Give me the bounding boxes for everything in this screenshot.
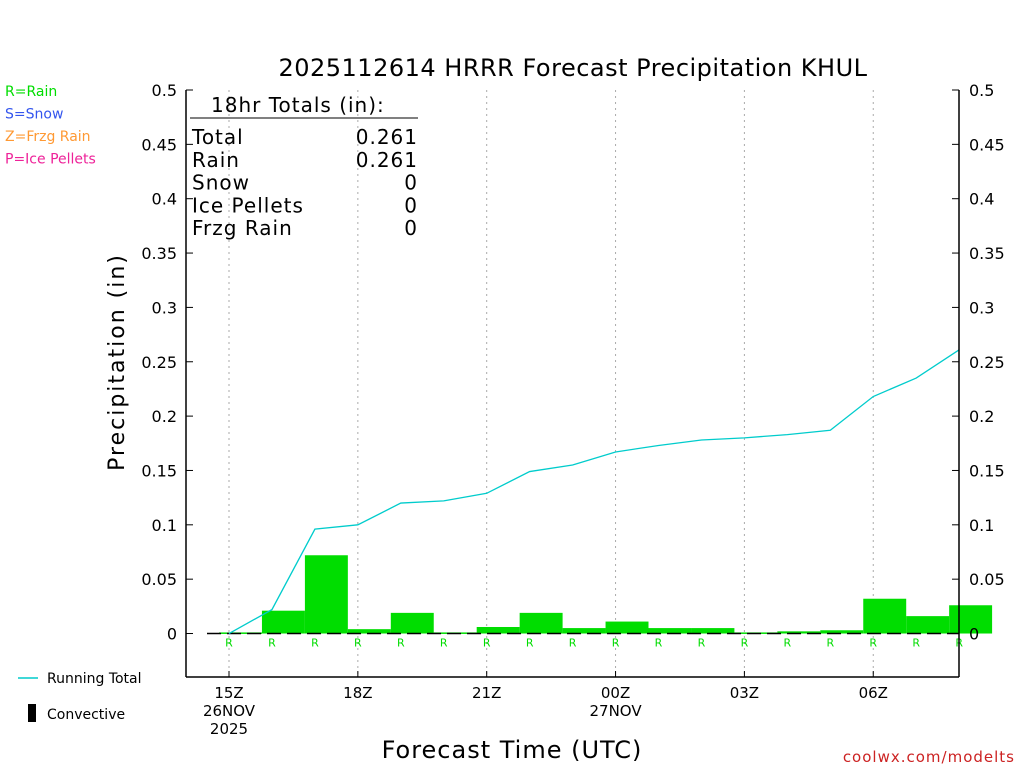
precip-legend-item: R=Rain: [5, 84, 57, 100]
precip-legend-item: Z=Frzg Rain: [5, 129, 91, 145]
gridlines: [228, 90, 874, 677]
ptype-label: R: [869, 637, 877, 650]
rain-bar: [519, 612, 563, 634]
y-tick-label-left: 0.4: [152, 190, 177, 209]
running-total-legend-label: Running Total: [47, 671, 142, 687]
x-tick-label: 18Z: [343, 684, 372, 702]
ptype-label: R: [741, 637, 749, 650]
y-tick-label-right: 0.35: [969, 244, 1005, 263]
totals-row-label: Rain: [192, 148, 240, 172]
ptype-labels: RRRRRRRRRRRRRRRRRR: [225, 637, 963, 650]
totals-box: 18hr Totals (in): Total 0.261 Rain 0.261 Snow…: [190, 93, 418, 240]
y-tick-label-left: 0.5: [152, 81, 177, 100]
y-tick-label-left: 0.35: [141, 244, 177, 263]
y-tick-label-left: 0.3: [152, 298, 177, 317]
rain-bar: [304, 555, 348, 634]
ptype-label: R: [655, 637, 663, 650]
x-tick-label: 26NOV: [203, 702, 256, 720]
y-ticks: 0 00.05 0.050.1 0.10.15 0.150.2 0.20.25 0.250.…: [141, 81, 1004, 644]
y-tick-label-right: 0.3: [969, 298, 994, 317]
rain-bar: [906, 616, 950, 634]
ptype-label: R: [569, 637, 577, 650]
ptype-label: R: [225, 637, 233, 650]
ptype-label: R: [612, 637, 620, 650]
axes: [185, 90, 960, 678]
ptype-label: R: [912, 637, 920, 650]
rain-bar: [863, 598, 907, 634]
totals-row-label: Total: [191, 125, 244, 149]
precip-legend-item: S=Snow: [5, 107, 63, 123]
y-tick-label-left: 0.1: [152, 516, 177, 535]
totals-row-label: Snow: [192, 171, 250, 195]
totals-row-value: 0: [404, 193, 418, 217]
rain-bar: [605, 621, 649, 634]
rain-bar: [261, 610, 305, 634]
rain-bar: [562, 628, 606, 634]
ptype-label: R: [354, 637, 362, 650]
running-total-line: [228, 349, 960, 635]
precip-type-legend: R=Rain S=Snow Z=Frzg Rain P=Ice Pellets: [5, 84, 96, 168]
y-tick-label-right: 0.2: [969, 407, 994, 426]
y-tick-label-right: 0.1: [969, 516, 994, 535]
totals-row-value: 0: [404, 171, 418, 195]
convective-swatch: [28, 704, 36, 722]
ptype-label: R: [784, 637, 792, 650]
totals-row-label: Ice Pellets: [192, 193, 304, 217]
ptype-label: R: [483, 637, 491, 650]
x-tick-label: 06Z: [859, 684, 888, 702]
ptype-label: R: [440, 637, 448, 650]
series-legend: Running Total Convective: [18, 671, 142, 723]
y-axis-title: Precipitation (in): [105, 253, 130, 471]
y-tick-label-right: 0.4: [969, 190, 994, 209]
chart-title: 2025112614 HRRR Forecast Precipitation K…: [278, 54, 867, 82]
rain-bar: [949, 605, 993, 634]
rain-bar: [347, 629, 391, 634]
totals-row-value: 0: [404, 216, 418, 240]
x-axis-title: Forecast Time (UTC): [382, 736, 643, 764]
rain-bar: [476, 626, 520, 634]
x-tick-label: 15Z: [214, 684, 243, 702]
rain-bar: [648, 628, 692, 634]
totals-row-label: Frzg Rain: [192, 216, 293, 240]
x-tick-label: 03Z: [730, 684, 759, 702]
y-tick-label-left: 0.45: [141, 135, 177, 154]
y-tick-label-left: 0.25: [141, 353, 177, 372]
rain-bars: [219, 555, 993, 634]
rain-bar: [390, 612, 434, 634]
y-tick-label-left: 0.15: [141, 461, 177, 480]
ptype-label: R: [698, 637, 706, 650]
y-tick-label-right: 0.15: [969, 461, 1005, 480]
y-tick-label-left: 0: [167, 625, 177, 644]
x-tick-label: 00Z: [601, 684, 630, 702]
totals-row-value: 0.261: [356, 125, 418, 149]
totals-row-value: 0.261: [356, 148, 418, 172]
y-tick-label-left: 0.2: [152, 407, 177, 426]
totals-header: 18hr Totals (in):: [211, 93, 385, 117]
y-tick-label-left: 0.05: [141, 570, 177, 589]
y-tick-label-right: 0.25: [969, 353, 1005, 372]
ptype-label: R: [311, 637, 319, 650]
ptype-label: R: [268, 637, 276, 650]
y-tick-label-right: 0.5: [969, 81, 994, 100]
rain-bar: [820, 630, 864, 634]
ptype-label: R: [826, 637, 834, 650]
convective-legend-label: Convective: [47, 707, 125, 723]
precip-legend-item: P=Ice Pellets: [5, 152, 96, 168]
ptype-label: R: [526, 637, 534, 650]
y-tick-label-right: 0.05: [969, 570, 1005, 589]
credit-text: coolwx.com/modelts: [843, 748, 1015, 766]
running-total-line-group: [228, 349, 960, 635]
x-tick-label: 2025: [210, 720, 248, 738]
ptype-label: R: [397, 637, 405, 650]
y-tick-label-right: 0: [969, 625, 979, 644]
rain-bar: [777, 631, 821, 634]
y-tick-label-right: 0.45: [969, 135, 1005, 154]
x-tick-label: 27NOV: [589, 702, 642, 720]
rain-bar: [691, 628, 735, 634]
x-tick-label: 21Z: [472, 684, 501, 702]
